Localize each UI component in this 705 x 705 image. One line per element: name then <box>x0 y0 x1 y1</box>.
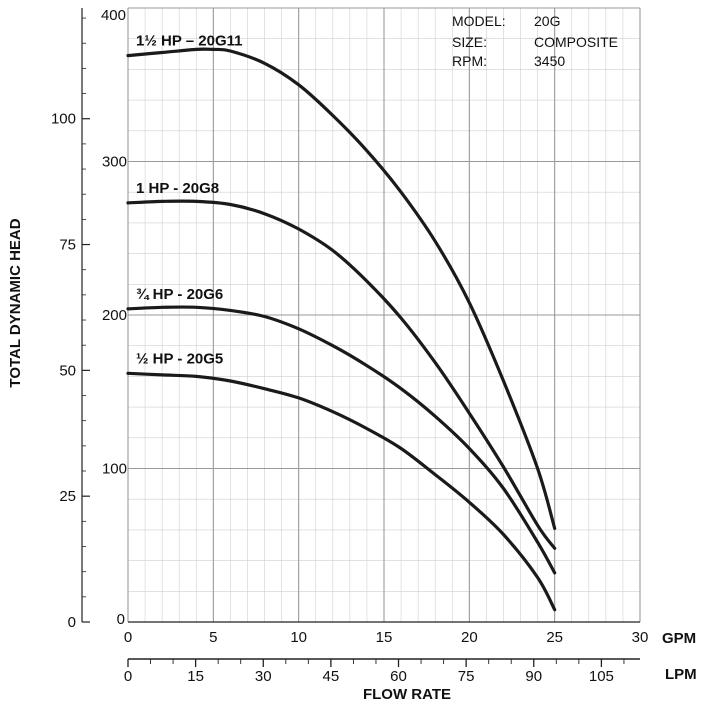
y-tick-meters-label: 25 <box>59 488 76 505</box>
x-tick-lpm-label: 30 <box>255 668 272 685</box>
x-tick-lpm-label: 75 <box>458 668 475 685</box>
y-tick-meters-label: 75 <box>59 237 76 254</box>
curve-label: ¾ HP - 20G6 <box>136 286 223 303</box>
x-tick-lpm-label: 60 <box>390 668 407 685</box>
x-tick-gpm-label: 5 <box>209 629 217 646</box>
y-tick-feet-label: 400 <box>101 7 126 24</box>
y-tick-meters-label: 50 <box>59 362 76 379</box>
x-tick-lpm-label: 105 <box>589 668 614 685</box>
rpm-value: 3450 <box>534 53 565 69</box>
x-tick-lpm-label: 45 <box>323 668 340 685</box>
x-tick-gpm-label: 10 <box>290 629 307 646</box>
curve-label: ½ HP - 20G5 <box>136 350 223 367</box>
curve-label: 1½ HP – 20G11 <box>136 33 242 50</box>
curve-line <box>126 47 557 530</box>
x-tick-gpm-label: 30 <box>632 629 649 646</box>
rpm-label: RPM: <box>452 53 487 69</box>
axes <box>81 8 640 667</box>
curve-line <box>126 305 557 575</box>
y-tick-meters-label: 100 <box>51 111 76 128</box>
x-axis-label: FLOW RATE <box>363 686 451 703</box>
y-tick-feet-label: 300 <box>102 154 127 171</box>
y-tick-feet-label: 200 <box>102 307 127 324</box>
curve-line <box>126 199 557 550</box>
y-tick-meters-label: 0 <box>68 614 76 631</box>
model-value: 20G <box>534 13 560 29</box>
lpm-unit-label: LPM <box>665 666 697 683</box>
x-tick-lpm-label: 90 <box>525 668 542 685</box>
curve-label: 1 HP - 20G8 <box>136 180 219 197</box>
x-tick-gpm-label: 20 <box>461 629 478 646</box>
x-tick-gpm-label: 25 <box>546 629 563 646</box>
pump-curves <box>126 47 557 612</box>
size-label: SIZE: <box>452 34 487 50</box>
x-tick-gpm-label: 15 <box>376 629 393 646</box>
curve-line <box>126 371 557 612</box>
gpm-unit-label: GPM <box>662 630 696 647</box>
x-tick-lpm-label: 15 <box>187 668 204 685</box>
x-tick-lpm-label: 0 <box>124 668 132 685</box>
grid <box>127 7 641 623</box>
size-value: COMPOSITE <box>534 34 618 50</box>
x-tick-gpm-label: 0 <box>124 629 132 646</box>
y-tick-feet-label: 0 <box>117 611 125 628</box>
y-tick-feet-label: 100 <box>102 461 127 478</box>
model-info: MODEL: 20G SIZE: COMPOSITE RPM: 3450 <box>452 13 618 69</box>
y-axis-label: TOTAL DYNAMIC HEAD <box>7 218 24 387</box>
model-label: MODEL: <box>452 13 506 29</box>
